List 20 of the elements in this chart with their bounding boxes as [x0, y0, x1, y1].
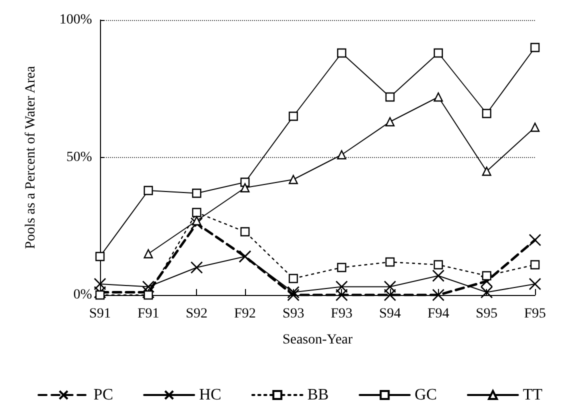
legend-label: TT: [522, 386, 543, 404]
y-tick-label: 50%: [66, 150, 92, 165]
legend-label: BB: [307, 386, 329, 404]
x-tick-label: F93: [330, 306, 353, 322]
y-tick-label: 100%: [59, 12, 92, 28]
y-axis-title: Pools as a Percent of Water Area: [24, 65, 38, 249]
x-tick-label: S92: [186, 306, 208, 322]
legend-label: GC: [414, 386, 437, 404]
x-tick-label: S93: [282, 306, 304, 322]
legend-label: HC: [199, 386, 222, 404]
y-tick-label: 0%: [73, 288, 92, 302]
x-tick-label: S95: [476, 306, 498, 322]
x-tick-label: F94: [427, 306, 450, 322]
x-tick-label: S91: [89, 306, 111, 322]
legend-label: PC: [94, 386, 114, 404]
x-tick-label: F92: [234, 306, 256, 322]
x-tick-label: F91: [137, 306, 160, 322]
x-tick-label: S94: [379, 306, 401, 322]
x-tick-label: F95: [524, 306, 546, 322]
x-axis-title: Season-Year: [282, 332, 353, 348]
